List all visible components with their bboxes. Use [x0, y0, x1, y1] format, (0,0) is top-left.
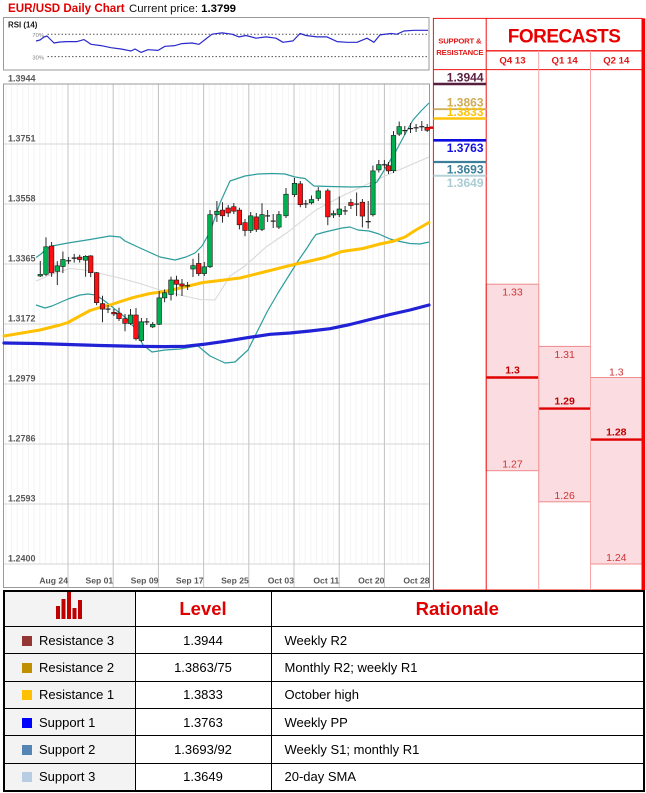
svg-text:RSI (14): RSI (14) [8, 21, 38, 30]
svg-text:1.3693: 1.3693 [447, 163, 484, 177]
svg-text:1.3763: 1.3763 [447, 141, 484, 155]
svg-text:1.3: 1.3 [609, 367, 624, 379]
svg-text:1.3751: 1.3751 [8, 134, 36, 144]
svg-text:70%: 70% [32, 33, 44, 39]
svg-text:1.24: 1.24 [606, 552, 627, 564]
svg-text:SUPPORT &: SUPPORT & [438, 37, 482, 46]
svg-text:1.3833: 1.3833 [447, 105, 484, 119]
svg-text:1.3172: 1.3172 [8, 314, 36, 324]
svg-text:RESISTANCE: RESISTANCE [436, 48, 483, 57]
svg-text:Aug 24: Aug 24 [39, 576, 68, 586]
svg-text:Oct 03: Oct 03 [268, 576, 294, 586]
svg-text:1.2979: 1.2979 [8, 374, 36, 384]
svg-text:Oct 11: Oct 11 [313, 576, 339, 586]
svg-text:1.2593: 1.2593 [8, 494, 36, 504]
svg-text:Q4 13: Q4 13 [499, 56, 525, 67]
svg-text:Sep 01: Sep 01 [85, 576, 113, 586]
svg-text:1.3944: 1.3944 [447, 71, 484, 85]
svg-text:1.28: 1.28 [606, 427, 627, 439]
svg-text:1.3649: 1.3649 [447, 176, 484, 190]
svg-text:Oct 20: Oct 20 [358, 576, 384, 586]
svg-text:1.3365: 1.3365 [8, 254, 36, 264]
svg-text:1.3558: 1.3558 [8, 194, 36, 204]
svg-text:1.2400: 1.2400 [8, 554, 36, 564]
svg-text:FORECASTS: FORECASTS [508, 27, 621, 48]
svg-text:1.31: 1.31 [554, 349, 575, 361]
svg-text:Sep 09: Sep 09 [131, 576, 159, 586]
svg-text:Oct 28: Oct 28 [403, 576, 429, 586]
svg-text:Sep 25: Sep 25 [221, 576, 249, 586]
svg-text:1.2786: 1.2786 [8, 434, 36, 444]
svg-text:30%: 30% [32, 55, 44, 61]
svg-text:Sep 17: Sep 17 [176, 576, 204, 586]
svg-text:1.3: 1.3 [505, 365, 520, 377]
svg-text:1.3863: 1.3863 [447, 96, 484, 110]
svg-text:Q2 14: Q2 14 [603, 56, 630, 67]
svg-text:1.26: 1.26 [554, 490, 575, 502]
svg-text:1.29: 1.29 [554, 396, 575, 408]
svg-text:1.33: 1.33 [502, 287, 523, 299]
svg-text:1.3944: 1.3944 [8, 74, 36, 84]
svg-text:Q1 14: Q1 14 [552, 56, 579, 67]
svg-text:1.27: 1.27 [502, 459, 523, 471]
